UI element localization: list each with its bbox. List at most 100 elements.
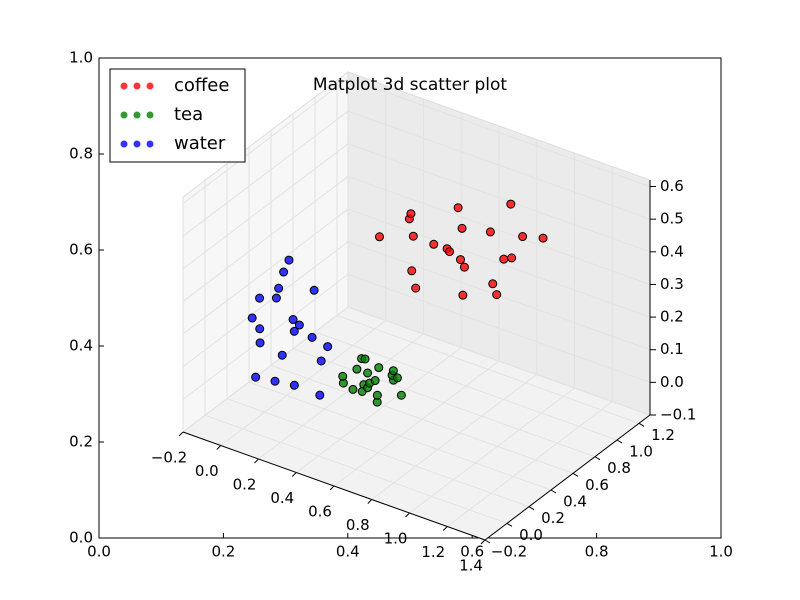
grid-line — [270, 364, 574, 474]
point — [289, 380, 299, 390]
grid-line — [347, 273, 651, 383]
y-tick-label: 1.0 — [69, 49, 93, 67]
point — [309, 285, 319, 295]
y-tick-label: 0.6 — [585, 476, 609, 494]
y-tick-label: 0.8 — [69, 145, 93, 163]
grid-line — [347, 306, 651, 416]
z-tick-label: 0.5 — [660, 210, 684, 228]
point — [255, 324, 265, 334]
point — [492, 290, 502, 300]
x-tick-label: 0.0 — [87, 543, 111, 561]
y-tick — [572, 472, 579, 477]
x-tick-label: 0.0 — [195, 462, 219, 480]
y-tick-label: 0.0 — [519, 526, 543, 544]
y-tick-label: 0.2 — [69, 433, 93, 451]
point — [294, 320, 304, 330]
y-tick — [616, 439, 623, 444]
grid-line — [371, 374, 538, 500]
x-tick-label: 0.8 — [585, 543, 609, 561]
point — [456, 255, 465, 265]
grid-line — [248, 381, 552, 491]
grid-line — [347, 143, 651, 253]
point — [277, 350, 287, 360]
point — [279, 267, 289, 277]
x-tick — [329, 485, 335, 491]
x-tick — [291, 472, 297, 477]
point — [255, 338, 265, 348]
y-tick — [550, 489, 557, 494]
point — [352, 364, 362, 374]
grid-line — [182, 110, 349, 237]
x-tick-label: 0.6 — [308, 503, 332, 521]
point — [408, 231, 418, 241]
point — [396, 390, 406, 400]
grid-line — [347, 110, 651, 220]
y-tick-label: 0.4 — [563, 493, 587, 511]
y-tick — [506, 522, 513, 527]
y-tick — [484, 539, 491, 544]
x-tick-label: 0.8 — [346, 516, 370, 534]
point — [459, 262, 469, 272]
x-tick-label: 0.6 — [460, 543, 484, 561]
y-tick-label: 0.2 — [541, 509, 565, 527]
grid-line — [226, 398, 530, 508]
z-tick-label: 0.3 — [660, 275, 684, 293]
point — [323, 342, 333, 352]
y-axis-line — [484, 414, 651, 541]
point — [372, 390, 382, 400]
grid-line — [295, 347, 462, 473]
point — [307, 332, 317, 342]
x-tick-label: 0.2 — [233, 476, 257, 494]
x-tick-label: 1.2 — [421, 543, 445, 561]
point — [271, 293, 281, 303]
point — [251, 372, 261, 382]
point — [499, 254, 509, 264]
y-tick-label: 1.2 — [651, 426, 675, 444]
point — [289, 326, 299, 336]
point — [270, 376, 280, 386]
x-tick — [367, 499, 373, 504]
y-tick-label: 0.0 — [69, 529, 93, 547]
point — [363, 368, 373, 378]
z-tick-label: 0.2 — [660, 308, 684, 326]
point — [338, 371, 348, 381]
grid-line — [336, 314, 640, 424]
point — [315, 390, 325, 400]
y-tick — [528, 506, 535, 511]
legend-marker — [146, 140, 154, 148]
y-tick — [638, 422, 645, 427]
x-axis-line — [182, 431, 486, 541]
grid-line — [204, 414, 508, 524]
grid-line — [314, 331, 618, 441]
x-tick-label: 1.4 — [459, 557, 483, 575]
z-tick-label: −0.1 — [660, 406, 696, 424]
point — [247, 313, 257, 323]
point — [284, 255, 294, 265]
point — [458, 290, 468, 300]
legend-marker — [133, 82, 141, 90]
z-tick-label: 0.0 — [660, 373, 684, 391]
grid-line — [182, 78, 349, 204]
grid-line — [258, 333, 424, 460]
grid-line — [347, 208, 651, 318]
z-tick-label: 0.6 — [660, 177, 684, 195]
grid-line — [182, 143, 349, 270]
point — [274, 283, 284, 293]
point — [388, 366, 398, 376]
grid-line — [409, 387, 575, 514]
axes-frame — [98, 57, 722, 539]
point — [485, 227, 495, 237]
grid-line — [446, 401, 613, 527]
y-tick-label: 1.0 — [629, 443, 653, 461]
point — [518, 232, 528, 242]
point — [411, 283, 421, 293]
legend-box — [109, 68, 246, 163]
x-tick — [405, 512, 410, 518]
legend-marker — [146, 111, 154, 119]
x-tick — [216, 445, 222, 450]
x-tick-label: 1.0 — [384, 530, 408, 548]
x-tick-label: 0.2 — [211, 543, 235, 561]
point — [453, 203, 463, 213]
chart-title: Matplot 3d scatter plot — [313, 75, 507, 95]
y-tick — [594, 456, 601, 461]
